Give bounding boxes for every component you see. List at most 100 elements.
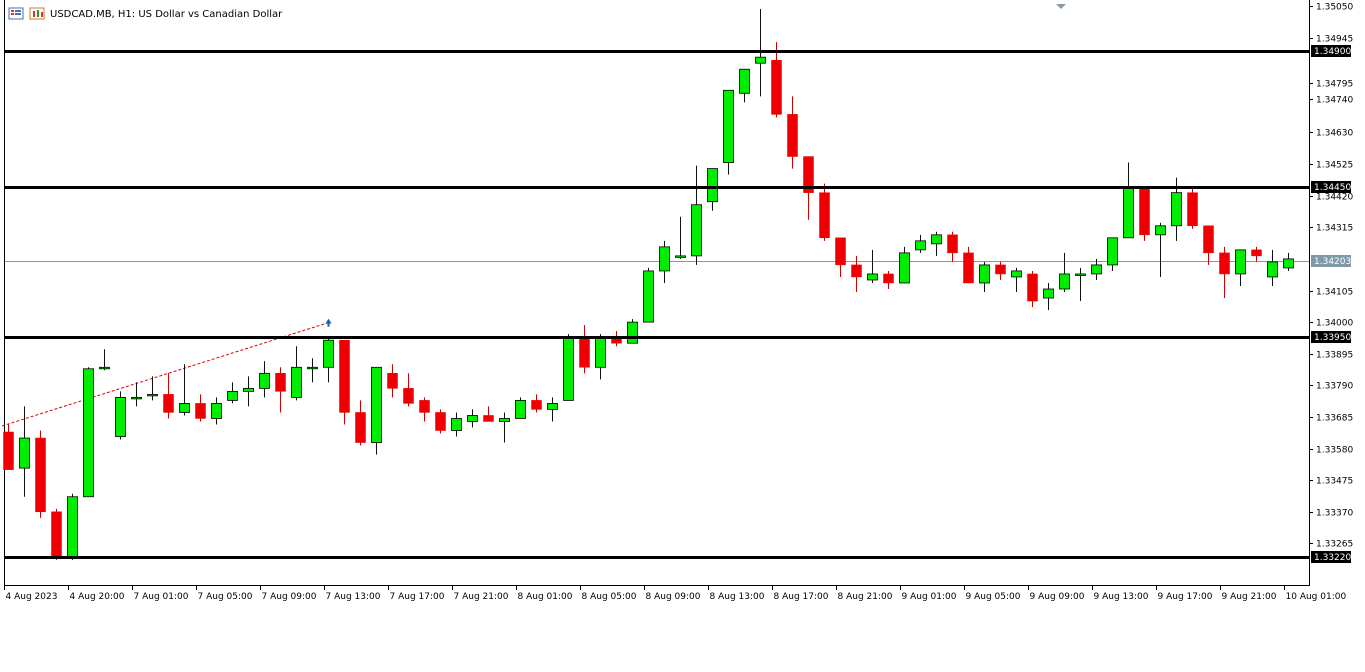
candle-body [659, 246, 670, 272]
candle [371, 366, 382, 455]
price-tick-label: 1.33265 [1316, 540, 1353, 550]
candle-body [819, 192, 830, 239]
candle [915, 234, 926, 253]
price-tick-label: 1.33685 [1316, 414, 1353, 424]
candle-body [131, 396, 142, 400]
candle [787, 96, 798, 169]
time-tick-label: 9 Aug 17:00 [1158, 592, 1213, 602]
candle-body [915, 240, 926, 251]
candle-body [467, 415, 478, 422]
candle-body [147, 393, 158, 397]
candle-body [3, 431, 14, 470]
time-tick-label: 7 Aug 13:00 [326, 592, 381, 602]
candle-body [515, 400, 526, 419]
candle [707, 168, 718, 211]
time-tick-label: 8 Aug 05:00 [582, 592, 637, 602]
level-price-tag-label: 1.34900 [1314, 47, 1351, 57]
candle-body [51, 511, 62, 558]
candle [547, 397, 558, 422]
arrow-up-icon [325, 318, 332, 324]
candle-body [755, 56, 766, 64]
candle [995, 261, 1006, 280]
candle-body [739, 68, 750, 94]
candle [739, 68, 750, 103]
candle-body [1059, 273, 1070, 290]
price-tick-label: 1.35050 [1316, 3, 1353, 13]
candle-body [883, 273, 894, 284]
candle [579, 325, 590, 374]
candle [19, 406, 30, 497]
candle-body [963, 252, 974, 284]
candle-body [179, 403, 190, 413]
current-price-tag [1311, 255, 1351, 267]
candle-body [1091, 264, 1102, 275]
candle-body [1283, 258, 1294, 269]
candle [675, 216, 686, 259]
candle [35, 430, 46, 518]
time-tick-label: 7 Aug 01:00 [134, 592, 189, 602]
candle-body [1251, 249, 1262, 257]
candle [723, 89, 734, 175]
candle-body [355, 412, 366, 443]
time-tick-label: 7 Aug 09:00 [262, 592, 317, 602]
price-tick-label: 1.34315 [1316, 224, 1353, 234]
candles [3, 9, 1294, 560]
candle [1267, 249, 1278, 286]
candle [1283, 252, 1294, 271]
candle [115, 391, 126, 440]
trendline[interactable] [1, 321, 331, 427]
candle [515, 397, 526, 419]
candle-body [771, 59, 782, 115]
time-tick-label: 9 Aug 01:00 [902, 592, 957, 602]
candle [627, 319, 638, 344]
candle-body [115, 396, 126, 437]
candle [1219, 246, 1230, 299]
candle [355, 400, 366, 446]
time-tick-label: 7 Aug 21:00 [454, 592, 509, 602]
candle [659, 240, 670, 283]
horizontal-levels[interactable] [5, 50, 1309, 559]
window-menu-icon[interactable] [8, 7, 24, 20]
candle-body [1187, 192, 1198, 227]
candle [131, 382, 142, 407]
candle [835, 237, 846, 277]
candle [691, 165, 702, 265]
chart-type-icon[interactable] [29, 7, 45, 20]
time-tick-label: 7 Aug 05:00 [198, 592, 253, 602]
candle [467, 409, 478, 428]
scroll-marker-icon[interactable] [1056, 4, 1066, 9]
price-tags: 1.34900 1.34450 1.33950 1.33220 1.34203 [1311, 45, 1351, 563]
candle [179, 364, 190, 416]
candle [1251, 246, 1262, 262]
candle-body [803, 156, 814, 193]
candle [1027, 270, 1038, 308]
candle [899, 246, 910, 284]
candle [67, 493, 78, 560]
candle [1139, 186, 1150, 241]
level-price-tag [1311, 181, 1351, 193]
candle-body [1203, 225, 1214, 254]
candle-body [579, 336, 590, 368]
candle-body [67, 496, 78, 558]
time-tick-label: 8 Aug 13:00 [710, 592, 765, 602]
level-price-tag [1311, 551, 1351, 563]
candle-body [643, 270, 654, 323]
level-price-tag-label: 1.33950 [1314, 333, 1351, 343]
candle-body [387, 373, 398, 389]
candle [1059, 252, 1070, 293]
price-tick-label: 1.34000 [1316, 319, 1353, 329]
candle-body [1027, 273, 1038, 302]
price-tick-label: 1.34105 [1316, 288, 1353, 298]
candle-body [371, 366, 382, 443]
candle [227, 382, 238, 404]
candle [483, 406, 494, 422]
price-tick-label: 1.34420 [1316, 193, 1353, 203]
candle [211, 397, 222, 425]
time-tick-label: 8 Aug 01:00 [518, 592, 573, 602]
candle-body [899, 252, 910, 284]
candle [1235, 249, 1246, 286]
price-tick-label: 1.33475 [1316, 477, 1353, 487]
candle [931, 231, 942, 256]
candle [163, 373, 174, 419]
